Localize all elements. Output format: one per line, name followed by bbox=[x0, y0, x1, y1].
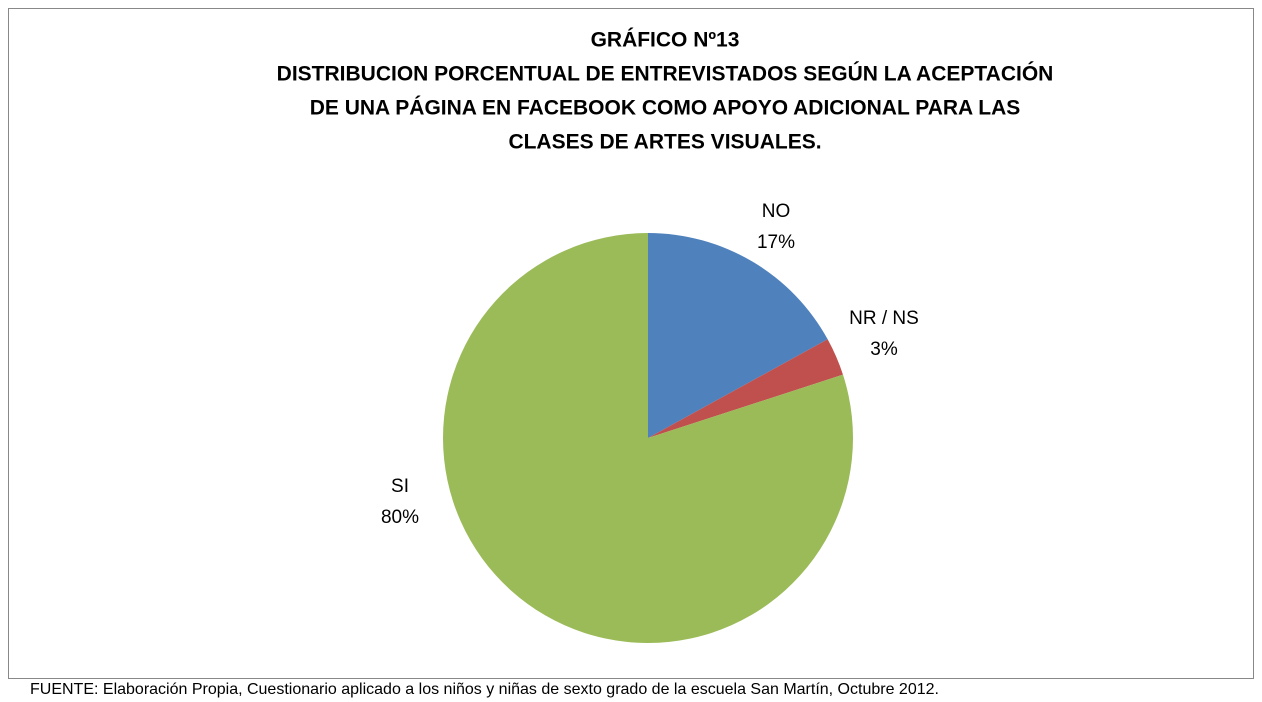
slice-category-label: NR / NS bbox=[849, 308, 919, 329]
source-note: FUENTE: Elaboración Propia, Cuestionario… bbox=[30, 681, 939, 698]
chart-title: DISTRIBUCION PORCENTUAL DE ENTREVISTADOS… bbox=[277, 62, 1054, 86]
pie-slice bbox=[648, 233, 828, 438]
chart-title: CLASES DE ARTES VISUALES. bbox=[508, 131, 821, 154]
slice-category-label: SI bbox=[391, 476, 409, 497]
slice-value-label: 80% bbox=[381, 507, 419, 528]
chart-title: DE UNA PÁGINA EN FACEBOOK COMO APOYO ADI… bbox=[310, 97, 1021, 120]
pie-slice bbox=[648, 339, 843, 438]
pie-slice bbox=[443, 233, 854, 643]
slice-value-label: 3% bbox=[870, 339, 898, 360]
chart-title: GRÁFICO Nº13 bbox=[591, 29, 740, 52]
slice-value-label: 17% bbox=[757, 232, 795, 253]
slice-category-label: NO bbox=[762, 201, 791, 222]
